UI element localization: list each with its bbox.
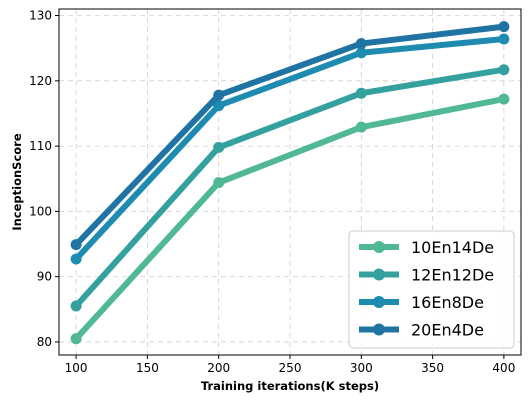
x-tick-label: 350 [421, 361, 444, 375]
legend: 10En14De 12En12De 16En8De 20En4De [348, 230, 515, 349]
series-line-20en4de [73, 23, 505, 247]
data-point-10en14de [213, 177, 225, 189]
legend-label-20en4de: 20En4De [411, 321, 484, 340]
data-point-16en8de [70, 253, 82, 265]
x-axis-label: Training iterations(K steps) [201, 379, 379, 393]
y-tick-label: 100 [29, 204, 52, 218]
data-point-20en4de [355, 38, 367, 50]
legend-label-12en12de: 12En12De [411, 266, 494, 285]
legend-label-10en14de: 10En14De [411, 238, 494, 257]
series-line-16en8de [73, 36, 505, 262]
y-tick-label: 90 [37, 270, 52, 284]
data-point-16en8de [213, 100, 225, 112]
y-tick-label: 120 [29, 74, 52, 88]
data-point-12en12de [498, 64, 510, 76]
legend-marker-20en4de [373, 323, 385, 336]
data-point-12en12de [213, 141, 225, 153]
data-point-12en12de [70, 300, 82, 312]
series-line-12en12de [73, 66, 505, 309]
data-point-12en12de [355, 87, 367, 99]
y-tick-label: 110 [29, 139, 52, 153]
y-tick-label: 80 [37, 335, 52, 349]
series-line-10en14de [73, 96, 505, 341]
data-point-20en4de [70, 239, 82, 251]
data-point-16en8de [355, 47, 367, 59]
y-tick-label: 130 [29, 9, 52, 23]
data-point-20en4de [213, 89, 225, 101]
legend-marker-12en12de [373, 268, 385, 281]
legend-label-16en8de: 16En8De [411, 293, 484, 312]
data-point-20en4de [498, 21, 510, 33]
y-axis-label: InceptionScore [10, 133, 24, 231]
x-tick-label: 250 [279, 361, 302, 375]
data-point-10en14de [70, 333, 82, 345]
legend-marker-10en14de [373, 241, 385, 253]
data-point-10en14de [355, 121, 367, 133]
x-tick-label: 300 [350, 361, 373, 375]
axis-ticks: 100 150 200 250 300 350 400 80 90 100 110 120 130 [29, 9, 515, 375]
legend-box [348, 230, 515, 349]
series-lines [70, 21, 510, 345]
data-point-16en8de [498, 33, 510, 45]
x-tick-label: 100 [65, 361, 88, 375]
data-point-10en14de [498, 93, 510, 105]
legend-marker-16en8de [373, 296, 385, 308]
x-tick-label: 200 [207, 361, 230, 375]
x-tick-label: 150 [136, 361, 159, 375]
x-tick-label: 400 [492, 361, 515, 375]
